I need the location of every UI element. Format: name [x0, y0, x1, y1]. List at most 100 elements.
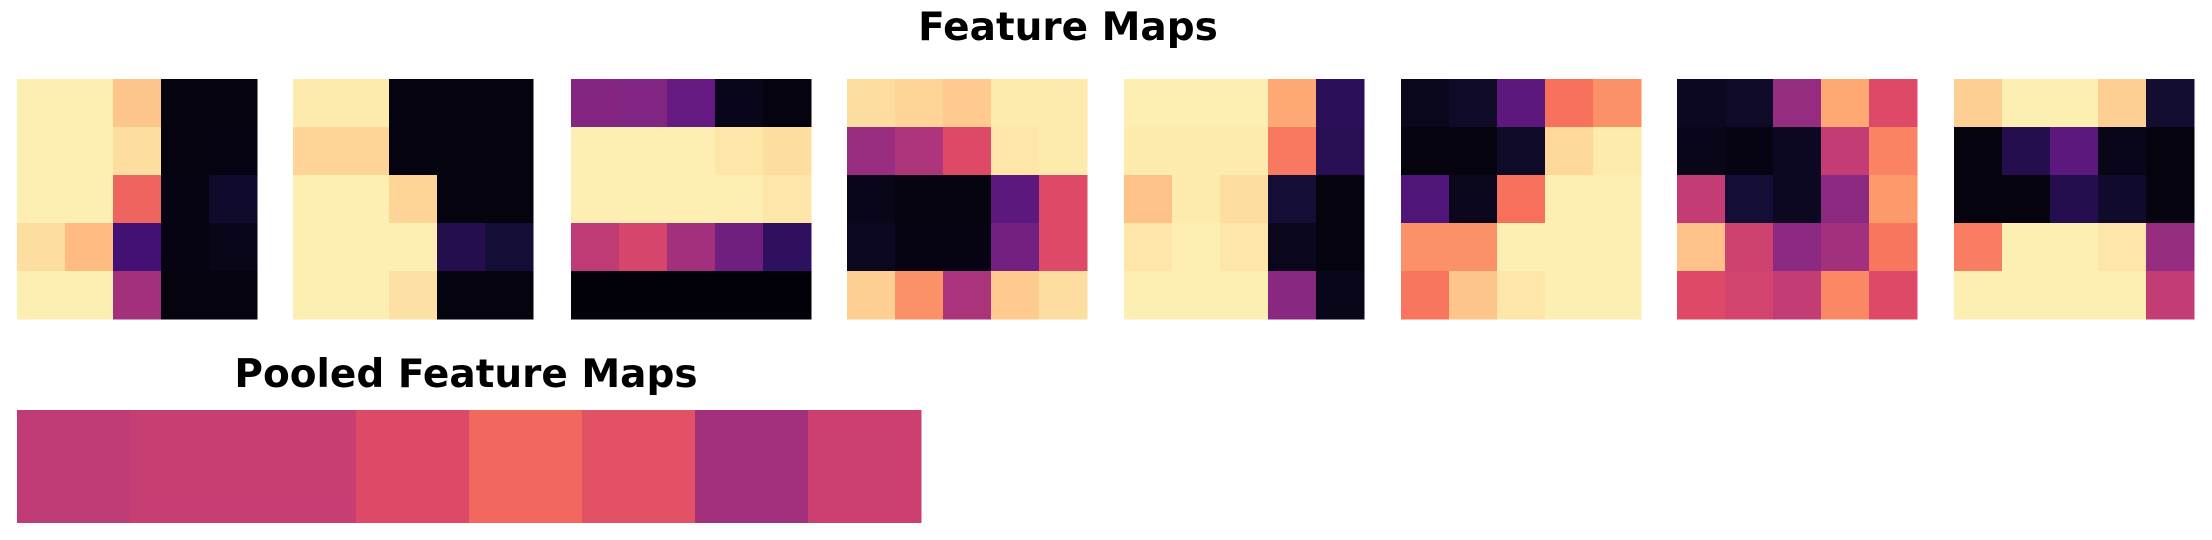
heatmap-cell: [65, 271, 114, 320]
heatmap-cell: [1821, 127, 1870, 176]
heatmap-cell: [943, 223, 992, 272]
pooled-cell: [17, 410, 131, 523]
heatmap-cell: [1773, 79, 1822, 128]
heatmap-cell: [1869, 175, 1918, 224]
heatmap-cell: [341, 127, 390, 176]
pooled-cell: [582, 410, 696, 523]
feature-map-6: [1401, 79, 1642, 320]
heatmap-cell: [847, 175, 896, 224]
heatmap-cell: [1954, 223, 2003, 272]
heatmap-cell: [437, 79, 486, 128]
heatmap-cell: [389, 223, 438, 272]
heatmap-cell: [293, 79, 342, 128]
heatmap-cell: [1124, 175, 1173, 224]
heatmap-cell: [1124, 127, 1173, 176]
heatmap-cell: [485, 79, 534, 128]
heatmap-cell: [437, 175, 486, 224]
heatmap-cell: [1316, 271, 1365, 320]
heatmap-cell: [17, 271, 66, 320]
heatmap-cell: [619, 127, 668, 176]
heatmap-cell: [1268, 175, 1317, 224]
heatmap-cell: [161, 127, 210, 176]
heatmap-cell: [2146, 175, 2195, 224]
heatmap-cell: [2002, 271, 2051, 320]
heatmap-cell: [715, 175, 764, 224]
heatmap-cell: [1268, 271, 1317, 320]
heatmap-cell: [161, 175, 210, 224]
heatmap-cell: [571, 223, 620, 272]
heatmap-cell: [1172, 175, 1221, 224]
heatmap-cell: [847, 79, 896, 128]
heatmap-cell: [2050, 127, 2099, 176]
heatmap-cell: [2002, 127, 2051, 176]
heatmap-cell: [65, 223, 114, 272]
heatmap-cell: [2050, 223, 2099, 272]
heatmap-cell: [1545, 79, 1594, 128]
heatmap-cell: [437, 223, 486, 272]
heatmap-cell: [1773, 223, 1822, 272]
heatmap-cell: [17, 79, 66, 128]
heatmap-cell: [1401, 223, 1450, 272]
heatmap-cell: [341, 175, 390, 224]
heatmap-cell: [293, 271, 342, 320]
heatmap-cell: [209, 175, 258, 224]
heatmap-cell: [667, 223, 716, 272]
heatmap-cell: [2146, 79, 2195, 128]
heatmap-cell: [209, 223, 258, 272]
heatmap-cell: [65, 79, 114, 128]
heatmap-cell: [847, 223, 896, 272]
heatmap-cell: [667, 271, 716, 320]
heatmap-cell: [571, 175, 620, 224]
heatmap-cell: [389, 79, 438, 128]
heatmap-cell: [1545, 271, 1594, 320]
heatmap-cell: [1869, 223, 1918, 272]
heatmap-cell: [2098, 127, 2147, 176]
heatmap-cell: [1497, 79, 1546, 128]
heatmap-cell: [113, 127, 162, 176]
heatmap-cell: [2146, 223, 2195, 272]
heatmap-cell: [1821, 271, 1870, 320]
heatmap-cell: [2098, 223, 2147, 272]
heatmap-cell: [113, 175, 162, 224]
heatmap-cell: [2098, 271, 2147, 320]
heatmap-cell: [1039, 271, 1088, 320]
heatmap-cell: [1677, 223, 1726, 272]
heatmap-cell: [1593, 127, 1642, 176]
heatmap-cell: [991, 127, 1040, 176]
heatmap-cell: [2050, 79, 2099, 128]
heatmap-cell: [1821, 223, 1870, 272]
heatmap-cell: [485, 271, 534, 320]
heatmap-cell: [2050, 271, 2099, 320]
heatmap-cell: [1725, 223, 1774, 272]
heatmap-cell: [341, 223, 390, 272]
pooled-feature-map: [17, 410, 922, 523]
heatmap-cell: [1725, 175, 1774, 224]
feature-map-1: [17, 79, 258, 320]
heatmap-cell: [943, 79, 992, 128]
feature-map-8: [1954, 79, 2195, 320]
feature-map-3: [571, 79, 812, 320]
heatmap-cell: [1039, 175, 1088, 224]
heatmap-cell: [209, 127, 258, 176]
heatmap-cell: [65, 127, 114, 176]
heatmap-cell: [1449, 175, 1498, 224]
heatmap-cell: [763, 79, 812, 128]
heatmap-cell: [209, 271, 258, 320]
heatmap-cell: [763, 175, 812, 224]
heatmap-cell: [895, 175, 944, 224]
heatmap-cell: [1268, 79, 1317, 128]
heatmap-cell: [293, 175, 342, 224]
heatmap-cell: [1954, 79, 2003, 128]
heatmap-cell: [847, 271, 896, 320]
pooled-cell: [469, 410, 583, 523]
heatmap-cell: [161, 223, 210, 272]
heatmap-cell: [715, 271, 764, 320]
heatmap-cell: [1039, 127, 1088, 176]
heatmap-cell: [1725, 271, 1774, 320]
heatmap-cell: [1220, 271, 1269, 320]
heatmap-cell: [1172, 79, 1221, 128]
heatmap-cell: [1545, 223, 1594, 272]
heatmap-cell: [1124, 223, 1173, 272]
heatmap-cell: [1172, 223, 1221, 272]
